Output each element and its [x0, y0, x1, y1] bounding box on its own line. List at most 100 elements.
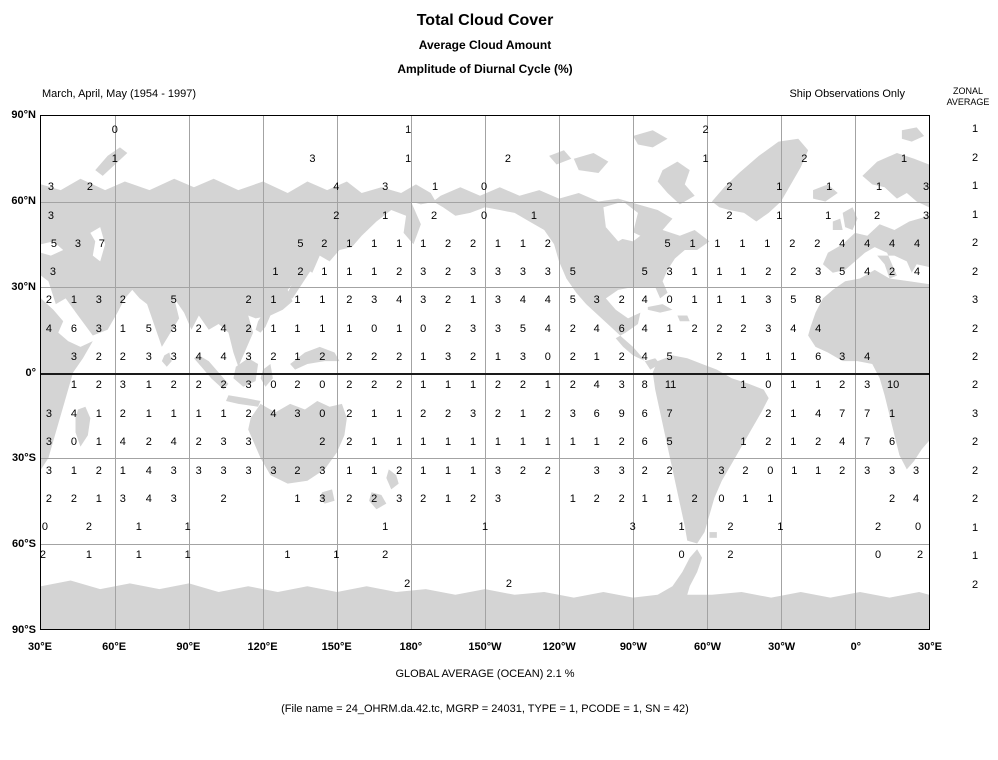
map-value: 1: [319, 323, 326, 336]
map-value: 1: [371, 266, 378, 279]
map-value: 6: [618, 323, 625, 336]
map-value: 1: [346, 464, 353, 477]
map-value: 1: [382, 521, 389, 534]
zonal-header-line: ZONAL: [952, 86, 983, 96]
map-value: 2: [618, 294, 625, 307]
map-value: 3: [170, 323, 177, 336]
map-value: 1: [420, 237, 427, 250]
map-value: 1: [85, 549, 92, 562]
map-value: 2: [245, 407, 252, 420]
map-value: 2: [145, 435, 152, 448]
x-tick-label: 150°E: [321, 641, 352, 653]
zonal-average-value: 2: [971, 493, 979, 505]
map-value: 2: [789, 237, 796, 250]
zonal-average-header: ZONAL AVERAGE: [938, 86, 998, 108]
map-value: 4: [839, 237, 846, 250]
zonal-average-value: 2: [971, 323, 979, 335]
map-value: 3: [170, 464, 177, 477]
map-value: 3: [119, 492, 126, 505]
map-value: 4: [270, 407, 277, 420]
map-value: 1: [270, 323, 277, 336]
map-value: 3: [309, 152, 316, 165]
map-value: 4: [396, 294, 403, 307]
map-value: 1: [371, 237, 378, 250]
map-value: 0: [718, 492, 725, 505]
map-value: 4: [815, 407, 822, 420]
map-value: 10: [886, 378, 900, 391]
map-value: 3: [170, 351, 177, 364]
equator-line: [41, 372, 929, 375]
map-value: 2: [569, 351, 576, 364]
map-value: 1: [740, 435, 747, 448]
map-value: 2: [396, 351, 403, 364]
map-value: 3: [371, 294, 378, 307]
zonal-average-column: 1 2 1 1 2 2 3 2 2 2 3 2 2 2 1 1 2: [930, 115, 998, 630]
map-value: 1: [716, 294, 723, 307]
map-value: 1: [270, 294, 277, 307]
map-value: 1: [544, 378, 551, 391]
map-value: 4: [913, 237, 921, 250]
map-value: 1: [445, 464, 452, 477]
map-value: 2: [569, 323, 576, 336]
map-value: 3: [469, 407, 477, 420]
map-value: 2: [519, 378, 526, 391]
map-value: 0: [480, 180, 488, 193]
land-africa-west: [808, 269, 929, 470]
map-value: 0: [270, 378, 277, 391]
map-value: 2: [716, 323, 723, 336]
x-tick-label: 0°: [850, 641, 862, 653]
map-value: 2: [916, 549, 924, 562]
land-hispaniola: [677, 315, 690, 322]
y-axis-labels: 90°N 60°N 30°N 0° 30°S 60°S 90°S: [0, 109, 36, 636]
map-value: 4: [641, 351, 648, 364]
map-value: 8: [641, 378, 648, 391]
map-value: 4: [544, 294, 551, 307]
map-value: 6: [70, 323, 77, 336]
map-value: 0: [765, 378, 772, 391]
map-value: 2: [544, 407, 551, 420]
land-banks-island: [549, 150, 572, 165]
global-average-label: GLOBAL AVERAGE (OCEAN) 2.1 %: [395, 668, 575, 680]
file-info-label: (File name = 24_OHRM.da.42.tc, MGRP = 24…: [281, 703, 689, 715]
map-value: 3: [45, 407, 53, 420]
map-value: 1: [593, 351, 600, 364]
zonal-average-value: 1: [971, 180, 979, 192]
map-value: 3: [245, 351, 252, 364]
map-value: 5: [664, 237, 671, 250]
map-value: 1: [764, 237, 771, 250]
map-value: 3: [815, 266, 822, 279]
map-value: 1: [396, 435, 403, 448]
map-value: 0: [111, 123, 118, 136]
water-great-lakes: [615, 230, 641, 242]
subtitle-amplitude: Amplitude of Diurnal Cycle (%): [397, 62, 573, 76]
land-victoria-island: [573, 153, 609, 173]
map-value: 1: [119, 464, 126, 477]
map-value: 1: [776, 209, 783, 222]
map-value: 1: [689, 237, 696, 250]
land-british-isles: [842, 207, 858, 230]
x-tick-label: 90°W: [619, 641, 647, 653]
map-value: 2: [742, 464, 749, 477]
map-value: 2: [346, 294, 353, 307]
map-value: 3: [445, 351, 452, 364]
map-value: 3: [220, 435, 227, 448]
y-tick-label: 30°S: [12, 452, 36, 465]
land-svalbard: [901, 127, 925, 142]
map-value: 3: [145, 351, 152, 364]
zonal-average-value: 2: [971, 379, 979, 391]
map-value: 2: [716, 351, 723, 364]
map-value: 2: [702, 123, 709, 136]
map-value: 2: [765, 435, 772, 448]
map-value: 1: [95, 435, 102, 448]
map-value: 5: [297, 237, 304, 250]
zonal-average-value: 2: [971, 152, 979, 164]
map-value: 0: [420, 323, 427, 336]
land-ireland: [832, 218, 843, 230]
map-value: 2: [270, 351, 277, 364]
map-value: 1: [70, 294, 77, 307]
map-value: 1: [420, 435, 427, 448]
map-value: 1: [740, 351, 747, 364]
map-value: 1: [519, 237, 526, 250]
map-value: 3: [569, 407, 576, 420]
map-value: 5: [839, 266, 846, 279]
